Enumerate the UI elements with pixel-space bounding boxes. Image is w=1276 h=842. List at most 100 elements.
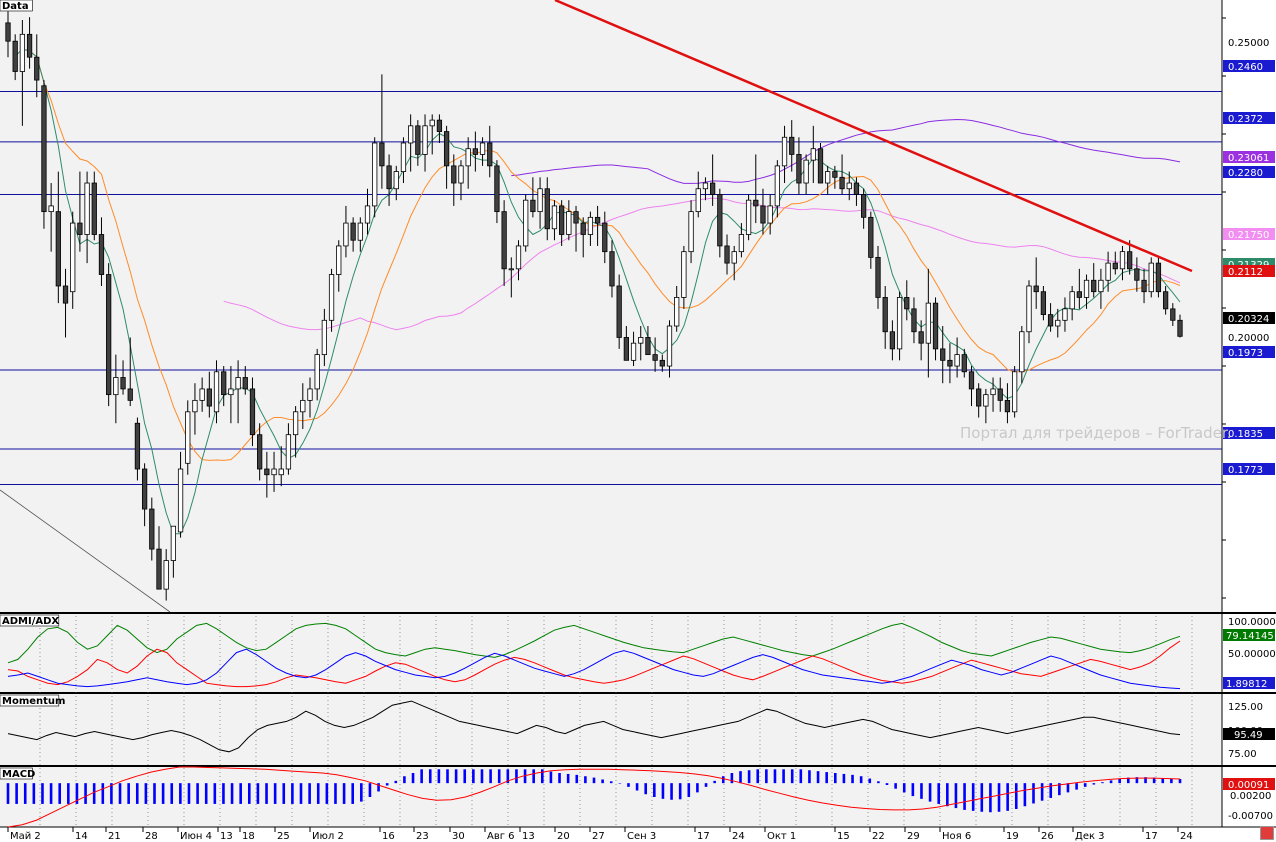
candle-body (623, 337, 629, 361)
candle (343, 205, 349, 258)
candle (1148, 257, 1154, 298)
candle (228, 366, 234, 424)
candle (465, 137, 471, 189)
candle (523, 194, 529, 252)
candle-body (1011, 371, 1018, 413)
candle-body (702, 182, 709, 190)
candle (5, 11, 11, 58)
macd-histogram-bar (472, 769, 475, 784)
macd-histogram-bar (265, 783, 268, 804)
candle (774, 160, 780, 218)
macd-histogram-bar (911, 783, 915, 797)
candle (508, 257, 514, 298)
candle-body (868, 216, 874, 258)
candle-body (990, 388, 996, 396)
candle-body (98, 234, 105, 275)
macd-histogram-bar (946, 783, 949, 807)
candle-body (257, 434, 263, 470)
candle (587, 211, 594, 246)
candle-body (113, 377, 119, 396)
time-axis-label: 29 (907, 831, 920, 842)
candle (1033, 257, 1039, 309)
candle-body (1055, 319, 1061, 327)
macd-histogram-bar (1075, 783, 1078, 790)
resistance-trendline (554, 0, 1193, 273)
candle (695, 171, 701, 218)
candle (1055, 308, 1061, 338)
candle-body (839, 176, 845, 190)
candle (141, 463, 148, 527)
candle-body (925, 302, 931, 344)
candle (559, 200, 565, 246)
macd-histogram-bar (730, 773, 734, 784)
candle (566, 200, 572, 241)
time-axis-label: 28 (145, 831, 158, 842)
time-axis-label: 15 (837, 831, 850, 842)
candle-body (695, 188, 701, 213)
price-label-box (1223, 60, 1275, 72)
price-label: 0.1773 (1228, 465, 1263, 476)
candle (1098, 268, 1104, 309)
time-axis-label: Авг 6 (487, 831, 515, 842)
macd-histogram-bar (67, 783, 70, 804)
candle (1155, 257, 1162, 298)
candle (106, 263, 112, 407)
macd-histogram-bar (377, 783, 380, 792)
macd-histogram-bar (92, 783, 96, 804)
candle (48, 183, 54, 252)
candle-body (896, 297, 903, 350)
price-label: 0.2280 (1228, 168, 1263, 179)
candle-body (1069, 291, 1075, 310)
panel-title-box (0, 767, 33, 780)
candle-body (530, 199, 536, 213)
macd-histogram-bar (446, 769, 449, 784)
macd-histogram-bar (153, 783, 156, 804)
trend-support-line (0, 489, 171, 613)
admi-value-label: 1.89812 (1226, 679, 1267, 690)
time-axis-label: 13 (522, 831, 535, 842)
candle (1134, 257, 1140, 292)
price-label-box (1223, 312, 1275, 324)
macd-histogram-bar (1135, 777, 1139, 784)
macd-histogram-bar (480, 769, 484, 784)
macd-histogram-bar (868, 778, 872, 784)
candle-body (55, 211, 61, 287)
macd-histogram-bar (540, 769, 544, 784)
candle-body (458, 165, 464, 184)
candle-body (681, 251, 687, 298)
candle-body (1127, 251, 1133, 270)
candle (77, 171, 83, 252)
candle-body (77, 222, 83, 235)
macd-histogram-bar (790, 769, 794, 784)
candle (443, 125, 450, 189)
macd-histogram-bar (877, 781, 880, 784)
candle-body (889, 331, 896, 350)
macd-histogram-bar (816, 771, 820, 784)
candle (1062, 297, 1068, 332)
time-axis-label: 22 (872, 831, 885, 842)
macd-histogram-bar (135, 783, 139, 804)
macd-histogram-bar (127, 783, 130, 804)
candle-body (192, 399, 198, 413)
scroll-to-end-button[interactable] (1260, 826, 1274, 840)
candle (1170, 303, 1176, 327)
candle (221, 366, 227, 407)
candle (925, 268, 931, 378)
candle (846, 171, 852, 201)
macd-histogram-bar (1109, 780, 1113, 784)
candle-body (717, 194, 723, 247)
candle (803, 154, 809, 195)
candle (314, 348, 320, 401)
macd-histogram-bar (360, 783, 363, 802)
macd-histogram-bar (1040, 783, 1044, 801)
candle-body (408, 125, 414, 144)
candle-body (1177, 319, 1183, 337)
candle-body (221, 371, 227, 396)
candle-body (127, 388, 133, 401)
candle (357, 217, 363, 252)
momentum-value-box (1223, 728, 1275, 740)
price-axis-background (1222, 0, 1276, 842)
candle-body (731, 251, 737, 264)
price-label-box (1223, 228, 1275, 240)
candle-body (501, 211, 507, 270)
